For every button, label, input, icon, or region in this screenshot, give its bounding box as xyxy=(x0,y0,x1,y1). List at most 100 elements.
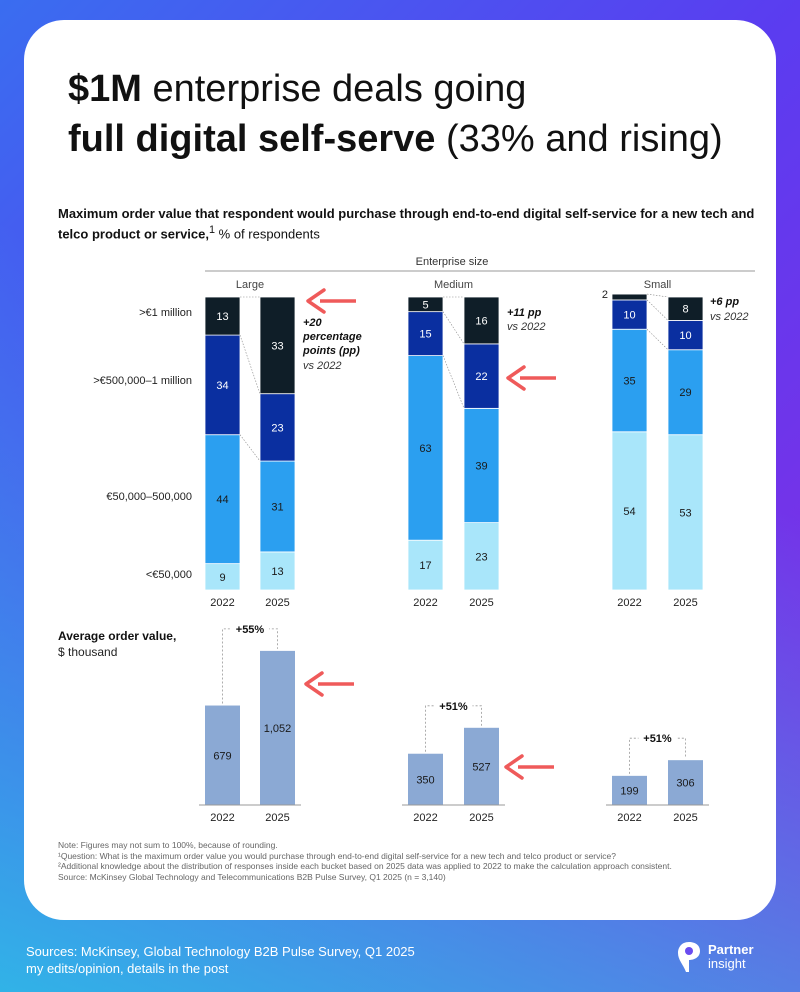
stacked-segment xyxy=(407,296,444,313)
stacked-segment xyxy=(204,296,241,336)
connector-line xyxy=(442,311,465,345)
stacked-segment xyxy=(259,393,296,462)
stacked-segment xyxy=(407,311,444,356)
annotation-large-rest: vs 2022 xyxy=(303,360,342,372)
row-label: <€50,000 xyxy=(146,569,192,581)
segment-value-label: 33 xyxy=(271,340,283,352)
segment-value-label: 54 xyxy=(623,506,635,518)
subtitle-footnote-mark: 1 xyxy=(209,224,216,236)
connector-line xyxy=(239,334,261,394)
year-label: 2025 xyxy=(469,597,493,609)
note-line: Source: McKinsey Global Technology and T… xyxy=(58,871,446,882)
row-label: €50,000–500,000 xyxy=(106,491,192,503)
headline: $1M enterprise deals going full digital … xyxy=(68,64,768,164)
stacked-segment xyxy=(667,434,704,591)
brand-logo: Partner insight xyxy=(676,940,754,974)
segment-value-label: 5 xyxy=(422,299,428,311)
red-arrow-icon xyxy=(504,754,524,780)
year-label: 2025 xyxy=(265,812,289,824)
aov-value-label: 306 xyxy=(676,778,694,790)
red-arrow-icon xyxy=(306,288,326,314)
year-label: 2025 xyxy=(469,812,493,824)
aov-bar xyxy=(205,705,240,805)
note-line: ²Additional knowledge about the distribu… xyxy=(58,861,672,871)
segment-value-label: 53 xyxy=(679,507,691,519)
partner-insight-logo-icon xyxy=(678,942,700,972)
year-label: 2022 xyxy=(413,812,437,824)
note-line: Note: Figures may not sum to 100%, becau… xyxy=(58,840,278,850)
stacked-segment xyxy=(204,563,241,591)
subtitle-rest: % of respondents xyxy=(215,226,320,242)
segment-value-label: 63 xyxy=(419,443,431,455)
stacked-segment xyxy=(407,355,444,541)
connector-line xyxy=(646,299,669,321)
aov-title: Average order value, xyxy=(58,629,176,643)
row-label: >€1 million xyxy=(139,307,192,319)
aov-value-label: 199 xyxy=(620,785,638,797)
segment-value-label: 13 xyxy=(216,311,228,323)
infographic-card xyxy=(24,20,776,920)
aov-bar xyxy=(464,727,499,805)
change-label: +51% xyxy=(643,733,672,745)
stacked-segment xyxy=(611,328,648,433)
annotation-large-bold: percentage xyxy=(302,331,362,343)
subtitle-bold: Maximum order value that respondent woul… xyxy=(58,206,755,242)
stacked-segment xyxy=(667,296,704,321)
segment-value-label: 10 xyxy=(623,310,635,322)
stacked-segment xyxy=(611,293,648,301)
segment-value-label: 17 xyxy=(419,560,431,572)
year-label: 2022 xyxy=(413,597,437,609)
footer-sources: Sources: McKinsey, Global Technology B2B… xyxy=(26,943,415,977)
stacked-segment xyxy=(463,343,500,409)
aov-unit-label: $ thousand xyxy=(58,645,117,659)
stacked-segment xyxy=(259,296,296,395)
red-arrow-icon xyxy=(506,365,526,391)
segment-value-label: 8 xyxy=(682,304,688,316)
brand-name: Partner xyxy=(708,942,754,957)
connector-line xyxy=(646,293,669,298)
segment-value-label: 23 xyxy=(475,551,487,563)
segment-value-label: 35 xyxy=(623,376,635,388)
segment-value-label: 22 xyxy=(475,371,487,383)
year-label: 2022 xyxy=(210,812,234,824)
year-label: 2022 xyxy=(617,812,641,824)
aov-bar xyxy=(260,650,295,805)
segment-value-label: 34 xyxy=(216,380,228,392)
change-label: +51% xyxy=(439,701,468,713)
aov-value-label: 679 xyxy=(213,750,231,762)
footer-line-2: my edits/opinion, details in the post xyxy=(26,961,229,976)
aov-value-label: 350 xyxy=(416,774,434,786)
stacked-segment xyxy=(463,296,500,345)
annotation-large-bold: points (pp) xyxy=(302,345,360,357)
change-bracket xyxy=(629,737,686,774)
annotation-medium-rest: vs 2022 xyxy=(507,321,546,333)
segment-value-label: 15 xyxy=(419,329,431,341)
change-label-bg xyxy=(638,730,677,746)
stacked-segment xyxy=(611,431,648,591)
segment-value-label: 9 xyxy=(219,572,225,584)
year-label: 2025 xyxy=(673,812,697,824)
footer-line-1: Sources: McKinsey, Global Technology B2B… xyxy=(26,944,415,959)
footnotes: Note: Figures may not sum to 100%, becau… xyxy=(58,840,738,882)
segment-value-label: 23 xyxy=(271,422,283,434)
headline-part1-bold: $1M xyxy=(68,68,142,110)
red-arrow-icon xyxy=(304,671,324,697)
change-label: +55% xyxy=(236,624,265,636)
brand-sub: insight xyxy=(708,956,746,971)
aov-bar xyxy=(408,753,443,805)
connector-line xyxy=(442,355,465,409)
stacked-segment xyxy=(204,334,241,436)
year-label: 2025 xyxy=(265,597,289,609)
segment-value-label: 10 xyxy=(679,330,691,342)
change-bracket xyxy=(222,628,278,704)
aov-value-label: 527 xyxy=(472,761,490,773)
aov-value-label: 1,052 xyxy=(264,723,292,735)
headline-part1-rest: enterprise deals going xyxy=(141,68,527,110)
enterprise-size-title: Enterprise size xyxy=(416,256,489,268)
aov-bar xyxy=(668,760,703,805)
segment-value-label: 31 xyxy=(271,501,283,513)
annotation-medium-bold: +11 pp xyxy=(507,307,542,319)
segment-value-label: 44 xyxy=(216,494,228,506)
stacked-segment xyxy=(611,299,648,330)
row-label: >€500,000–1 million xyxy=(93,375,192,387)
